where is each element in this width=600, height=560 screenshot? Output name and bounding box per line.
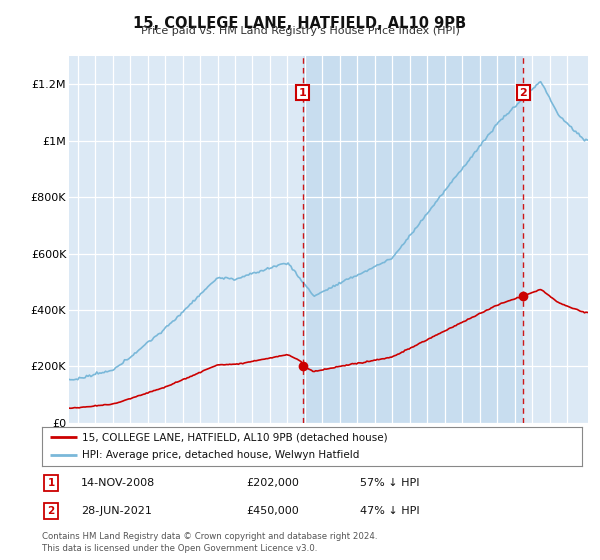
Text: 1: 1 (47, 478, 55, 488)
Text: 15, COLLEGE LANE, HATFIELD, AL10 9PB: 15, COLLEGE LANE, HATFIELD, AL10 9PB (133, 16, 467, 31)
Text: 2: 2 (47, 506, 55, 516)
Text: 47% ↓ HPI: 47% ↓ HPI (360, 506, 419, 516)
Text: Contains HM Land Registry data © Crown copyright and database right 2024.
This d: Contains HM Land Registry data © Crown c… (42, 532, 377, 553)
Bar (302, 56, 523, 423)
Text: 28-JUN-2021: 28-JUN-2021 (81, 506, 152, 516)
Text: 1: 1 (299, 88, 307, 97)
Text: 14-NOV-2008: 14-NOV-2008 (81, 478, 155, 488)
Text: HPI: Average price, detached house, Welwyn Hatfield: HPI: Average price, detached house, Welw… (83, 450, 360, 460)
Text: Price paid vs. HM Land Registry's House Price Index (HPI): Price paid vs. HM Land Registry's House … (140, 26, 460, 36)
Text: £450,000: £450,000 (246, 506, 299, 516)
Text: 2: 2 (519, 88, 527, 97)
Text: 15, COLLEGE LANE, HATFIELD, AL10 9PB (detached house): 15, COLLEGE LANE, HATFIELD, AL10 9PB (de… (83, 432, 388, 442)
Text: 57% ↓ HPI: 57% ↓ HPI (360, 478, 419, 488)
Text: £202,000: £202,000 (246, 478, 299, 488)
